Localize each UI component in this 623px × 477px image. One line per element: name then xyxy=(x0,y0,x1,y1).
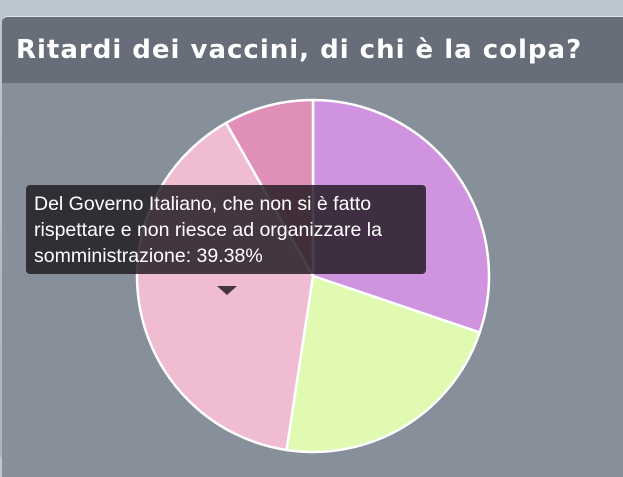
chart-title: Ritardi dei vaccini, di chi è la colpa? xyxy=(16,35,583,65)
tooltip-caret xyxy=(217,286,237,295)
pie-slice-1[interactable] xyxy=(285,274,482,454)
slice-tooltip: Del Governo Italiano, che non si è fatto… xyxy=(26,185,426,274)
card-header: Ritardi dei vaccini, di chi è la colpa? xyxy=(2,17,623,83)
